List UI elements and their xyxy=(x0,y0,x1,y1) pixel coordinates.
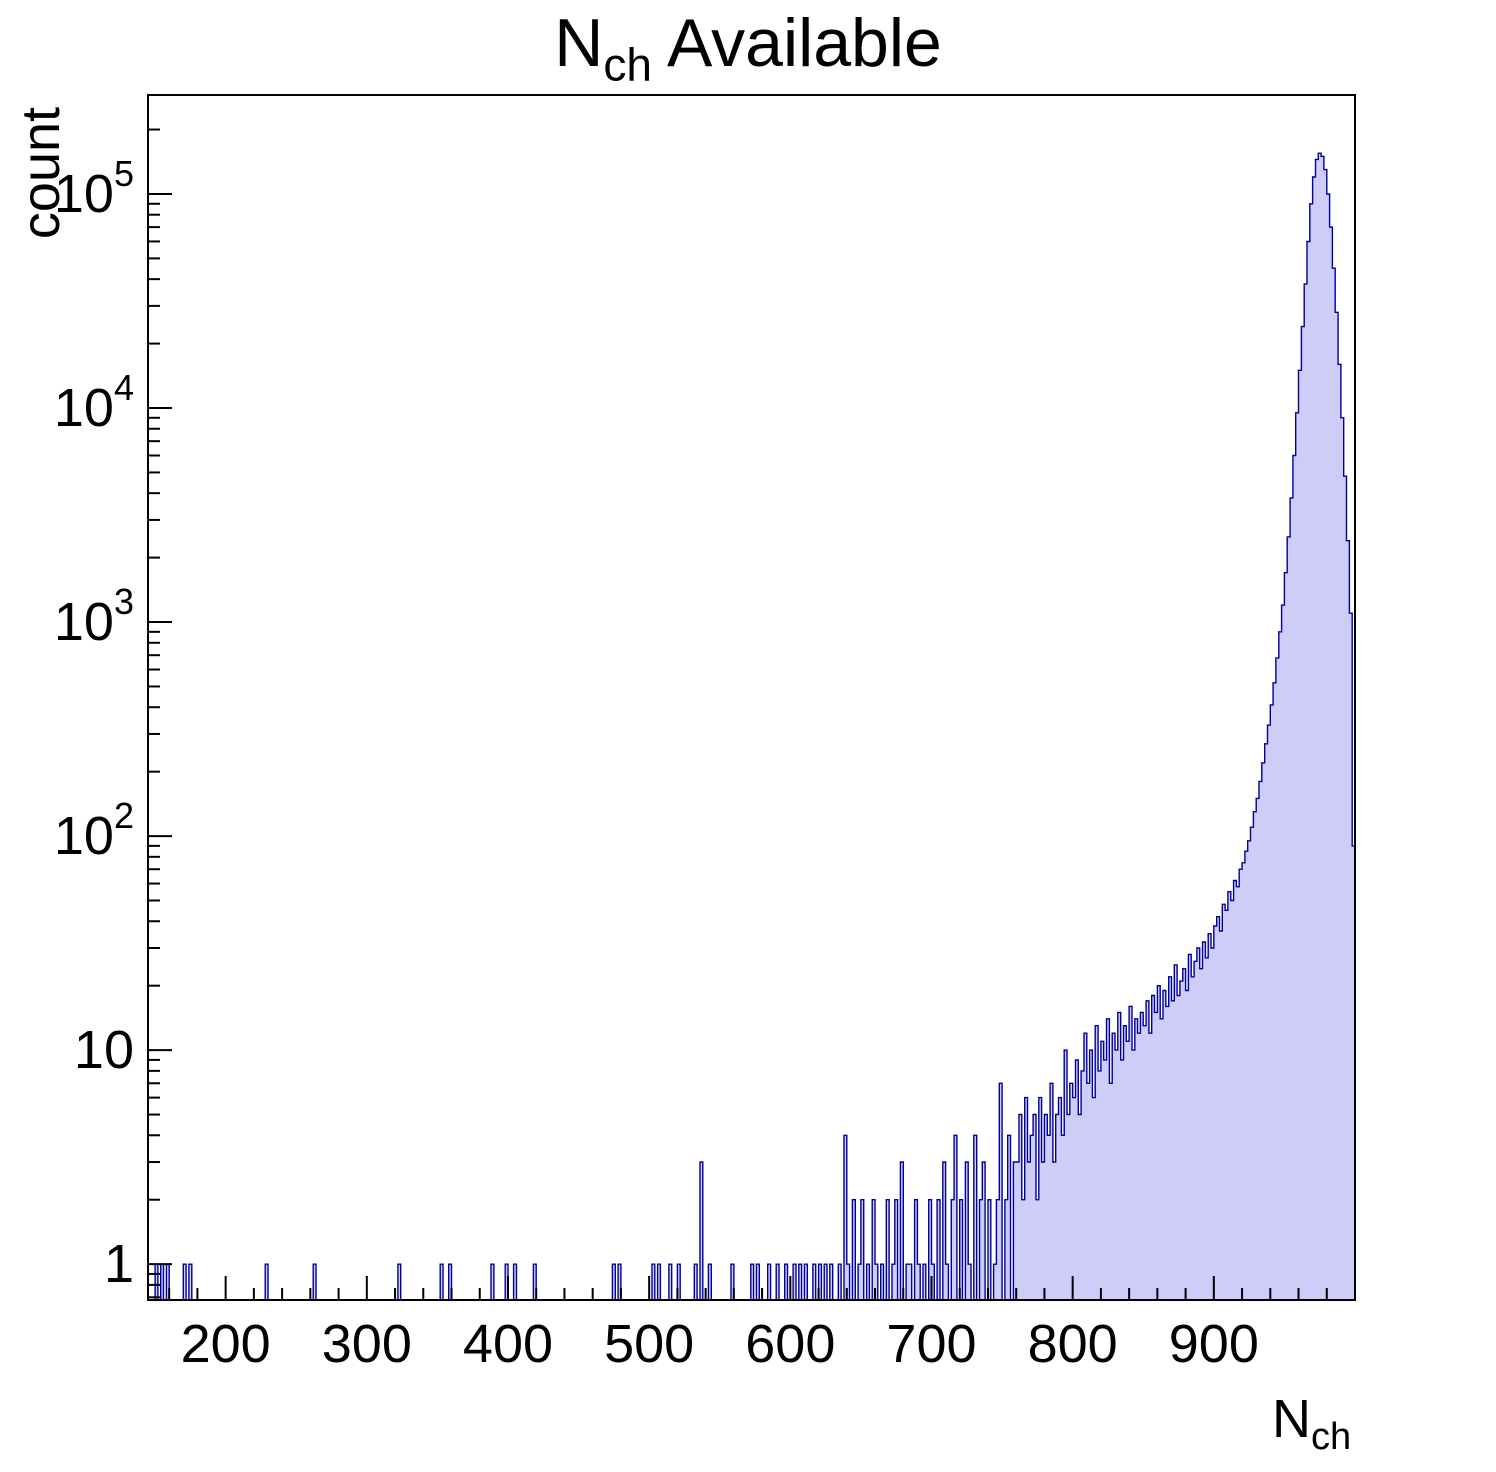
histogram-series xyxy=(148,152,1356,1301)
x-tick-label: 500 xyxy=(604,1314,694,1374)
x-tick-label: 200 xyxy=(181,1314,271,1374)
y-tick-label: 10 xyxy=(74,1020,134,1080)
x-tick-label: 800 xyxy=(1028,1314,1118,1374)
x-tick-label: 700 xyxy=(886,1314,976,1374)
chart-title-rest: Available xyxy=(651,5,942,81)
y-tick-label: 1 xyxy=(104,1234,134,1294)
y-tick-label: 102 xyxy=(54,795,134,866)
chart-title: Nch Available xyxy=(0,4,1496,92)
x-axis-tick-labels: 200 300 400 500 600 700 800 900 xyxy=(181,1314,1259,1374)
y-axis-tick-labels: 1 10 102 103 104 105 xyxy=(54,153,134,1294)
x-axis-label-main: N xyxy=(1272,1389,1311,1449)
chart-title-main: N xyxy=(554,5,604,81)
x-axis-label: Nch xyxy=(1272,1388,1351,1459)
x-axis-label-subscript: ch xyxy=(1311,1415,1352,1458)
y-tick-label: 103 xyxy=(54,581,134,652)
x-tick-label: 400 xyxy=(463,1314,553,1374)
y-axis-label: count xyxy=(11,106,71,240)
x-tick-label: 900 xyxy=(1169,1314,1259,1374)
x-tick-label: 600 xyxy=(745,1314,835,1374)
y-axis-ticks xyxy=(148,128,172,1299)
y-tick-label: 105 xyxy=(54,153,134,224)
y-tick-label: 104 xyxy=(54,367,134,438)
plot-frame xyxy=(147,94,1356,1301)
x-tick-label: 300 xyxy=(322,1314,412,1374)
x-axis-ticks xyxy=(168,1276,1328,1300)
chart-title-subscript: ch xyxy=(603,38,652,91)
